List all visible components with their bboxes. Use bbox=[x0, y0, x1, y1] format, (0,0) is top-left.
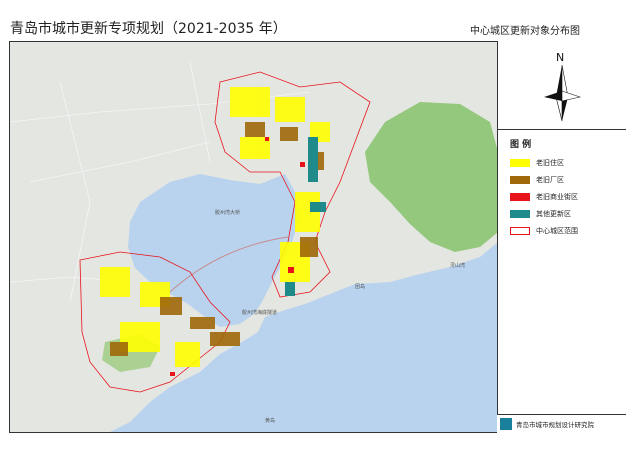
map-label-tunnel: 胶州湾海底隧道 bbox=[242, 309, 277, 316]
page-title: 青岛市城市更新专项规划（2021-2035 年） bbox=[10, 21, 287, 37]
old-residential-patches bbox=[100, 87, 330, 367]
legend-label: 其他更新区 bbox=[536, 210, 571, 218]
legend-label: 老旧商业街区 bbox=[536, 193, 578, 201]
map-label-tuandao: 团岛 bbox=[355, 283, 365, 290]
legend-swatch bbox=[510, 210, 530, 218]
sea-area bbox=[110, 242, 498, 432]
west-boundary bbox=[79, 251, 231, 393]
old-commercial-patches bbox=[170, 137, 305, 376]
legend-label: 中心城区范围 bbox=[536, 227, 578, 235]
institution-footer: 青岛市城市规划设计研究院 bbox=[497, 414, 626, 433]
laoshan-mountain bbox=[365, 102, 498, 252]
map-side-panel: N 图 例 老旧住区 老旧厂区 老旧商业街区 其他更新区 中心 bbox=[497, 41, 626, 433]
legend-swatch bbox=[510, 159, 530, 167]
north-label: N bbox=[556, 51, 564, 64]
institution-name: 青岛市城市规划设计研究院 bbox=[516, 421, 594, 429]
map-label-bridge: 胶州湾大桥 bbox=[215, 209, 240, 216]
other-renewal-patches bbox=[285, 137, 326, 296]
bridge-line bbox=[169, 236, 289, 293]
central-area-boundary bbox=[214, 71, 371, 298]
map-label-lingshanwan: 灵山湾 bbox=[450, 262, 465, 269]
legend-swatch bbox=[510, 193, 530, 201]
north-arrow-icon: N bbox=[544, 51, 582, 122]
legend-title: 图 例 bbox=[510, 140, 532, 150]
old-industrial-patches bbox=[110, 122, 324, 356]
legend-swatch bbox=[510, 227, 530, 235]
legend-swatch bbox=[510, 176, 530, 184]
map-canvas[interactable]: 胶州湾大桥 胶州湾海底隧道 黄岛 团岛 灵山湾 bbox=[10, 42, 498, 432]
legend-label: 老旧住区 bbox=[536, 159, 564, 167]
north-arrow-panel: N bbox=[498, 41, 626, 130]
jiaozhou-bay bbox=[128, 174, 300, 327]
legend-label: 老旧厂区 bbox=[536, 176, 564, 184]
map-subtitle: 中心城区更新对象分布图 bbox=[470, 26, 580, 37]
institution-logo-icon bbox=[500, 418, 512, 430]
map-label-huangdao: 黄岛 bbox=[265, 417, 275, 424]
